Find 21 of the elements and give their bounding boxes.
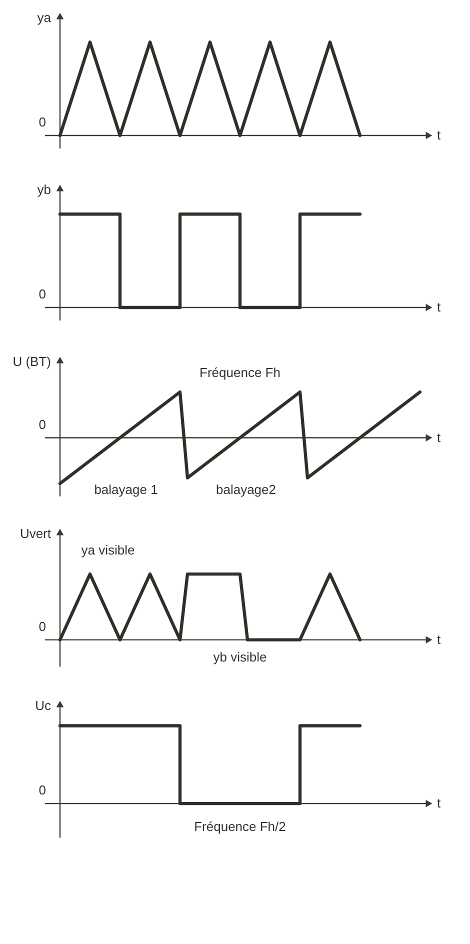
text: Fréquence Fh xyxy=(200,364,280,380)
annotation: 0 xyxy=(38,114,46,130)
text: yb visible xyxy=(213,650,267,665)
x-axis-title: t xyxy=(437,632,441,647)
x-axis-title: t xyxy=(437,430,441,445)
y-axis-title: Uvert xyxy=(20,526,52,541)
annotation: balayage 1 xyxy=(94,482,158,497)
annotation: 0 xyxy=(38,618,46,634)
annotation: 0 xyxy=(38,782,46,798)
y-axis-title: Uc xyxy=(35,698,52,713)
x-axis-title: t xyxy=(437,299,441,314)
x-axis-title: t xyxy=(437,127,441,142)
annotation: 0 xyxy=(38,286,46,302)
y-axis-title: ya xyxy=(37,10,52,25)
annotation: balayage2 xyxy=(216,482,276,497)
text: ya visible xyxy=(81,542,135,558)
annotation: 0 xyxy=(38,416,46,432)
x-axis-title: t xyxy=(437,796,441,811)
text: Fréquence Fh/2 xyxy=(194,818,286,834)
y-axis-title: U (BT) xyxy=(12,354,51,369)
y-axis-title: yb xyxy=(37,182,51,197)
